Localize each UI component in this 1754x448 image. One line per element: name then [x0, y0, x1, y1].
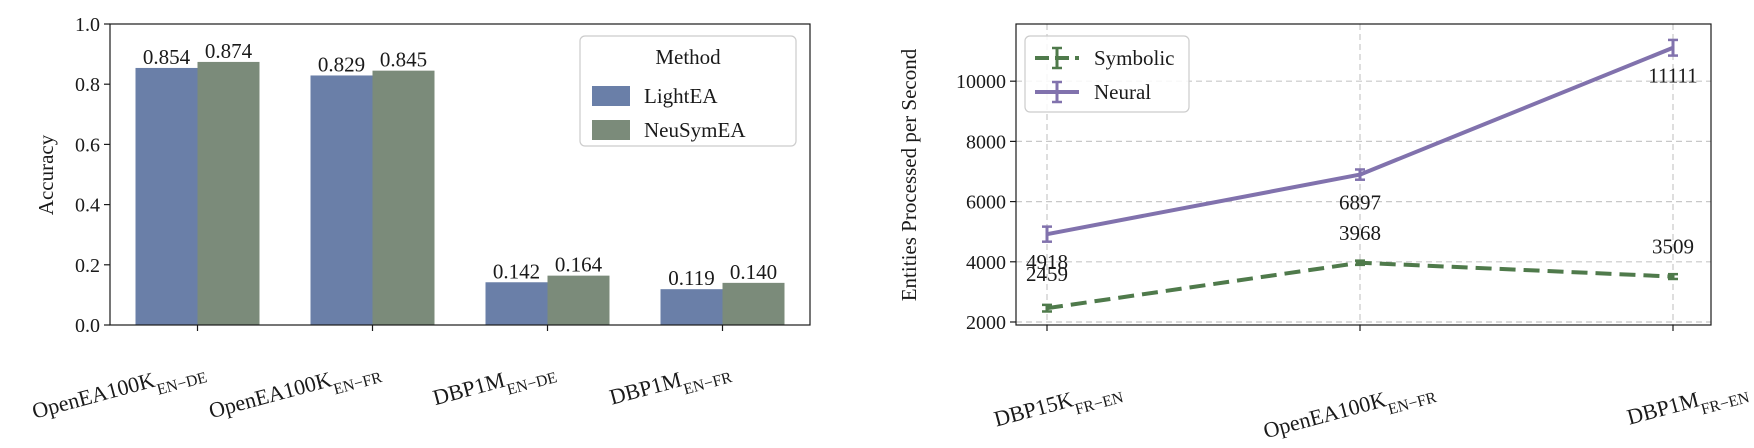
throughput-line-chart: 2459 3968 3509 4918 6897 11111 2000 4000 6000 80…	[897, 23, 1752, 448]
y-axis-label: Accuracy	[34, 134, 58, 215]
y-tick-label: 8000	[966, 131, 1006, 153]
bar	[485, 282, 548, 325]
bar-value-label: 0.164	[555, 253, 603, 277]
bar-value-label: 0.140	[730, 260, 777, 284]
x-tick-label: DBP1MEN−FR	[607, 354, 734, 417]
legend-entry: NeuSymEA	[644, 118, 746, 142]
bar-value-label: 0.845	[380, 48, 427, 72]
y-tick-label: 0.8	[75, 74, 100, 96]
x-tick-label: OpenEA100KEN−DE	[29, 354, 208, 431]
legend-swatch	[592, 120, 630, 140]
legend-box	[579, 35, 797, 147]
bar	[372, 70, 435, 325]
y-tick-label: 4000	[966, 252, 1006, 274]
bar-value-label: 0.142	[493, 259, 540, 283]
y-tick-label: 1.0	[75, 14, 100, 36]
point-value-label: 3509	[1652, 235, 1694, 259]
y-axis: 2000 4000 6000 8000 10000	[956, 71, 1016, 334]
legend-swatch	[592, 86, 630, 106]
legend-entry: Symbolic	[1094, 46, 1175, 70]
y-tick-label: 0.0	[75, 315, 100, 337]
bar	[135, 67, 198, 326]
y-tick-label: 0.6	[75, 134, 100, 156]
point-value-label: 6897	[1339, 191, 1381, 215]
legend-entry: LightEA	[644, 84, 718, 108]
legend-title: Method	[655, 45, 721, 69]
x-axis: DBP15KFR−EN OpenEA100KEN−FR DBP1MFR−EN	[991, 325, 1752, 448]
point-value-label: 4918	[1026, 250, 1068, 274]
bar-value-label: 0.854	[143, 45, 191, 69]
bar	[547, 275, 610, 325]
bar-data-labels: 0.854 0.829 0.142 0.119 0.874 0.845 0.164 0.140	[143, 39, 777, 290]
plot-area-frame	[109, 23, 811, 326]
x-tick-label: DBP1MFR−EN	[1624, 374, 1752, 437]
y-tick-label: 0.4	[75, 195, 100, 217]
x-tick-label: OpenEA100KEN−FR	[206, 354, 384, 431]
y-tick-label: 2000	[966, 312, 1006, 334]
bar-value-label: 0.874	[205, 39, 253, 63]
bar	[310, 75, 373, 325]
x-tick-label: DBP1MEN−DE	[430, 354, 559, 418]
series-lines	[1042, 38, 1678, 313]
y-tick-label: 0.2	[75, 255, 100, 277]
legend: Symbolic Neural	[1024, 35, 1190, 113]
point-value-label: 2459	[1026, 262, 1068, 286]
accuracy-bar-chart: 0.854 0.829 0.142 0.119 0.874 0.845 0.164 0.140…	[29, 14, 811, 431]
bar	[660, 289, 723, 325]
bar-value-label: 0.829	[318, 52, 365, 76]
y-axis: 0.0 0.2 0.4 0.6 0.8 1.0	[75, 14, 110, 337]
bar	[722, 282, 785, 325]
point-value-label: 3968	[1339, 221, 1381, 245]
y-tick-label: 10000	[956, 71, 1006, 93]
bar	[197, 61, 260, 326]
y-axis-label: Entities Processed per Second	[897, 48, 921, 301]
point-data-labels: 2459 3968 3509 4918 6897 11111	[1026, 64, 1698, 286]
plot-area-frame	[1015, 23, 1712, 326]
bar-series-group	[135, 61, 785, 326]
x-tick-label: DBP15KFR−EN	[991, 374, 1126, 439]
y-tick-label: 6000	[966, 192, 1006, 214]
x-tick-label: OpenEA100KEN−FR	[1261, 374, 1439, 448]
legend-entry: Neural	[1094, 80, 1151, 104]
point-value-label: 11111	[1648, 64, 1697, 88]
bar-value-label: 0.119	[668, 266, 714, 290]
legend: Method LightEA NeuSymEA	[579, 35, 797, 147]
